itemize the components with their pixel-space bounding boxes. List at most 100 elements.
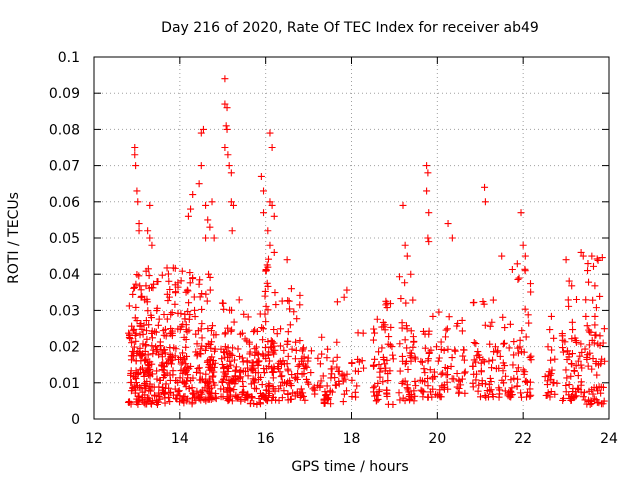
data-point (348, 393, 356, 401)
data-point (444, 220, 452, 228)
data-point (351, 367, 359, 375)
data-point (443, 364, 451, 372)
data-point (266, 198, 274, 206)
data-point (258, 324, 266, 332)
data-point (226, 357, 234, 365)
data-point (192, 396, 200, 404)
data-point (206, 286, 214, 294)
data-point (491, 343, 499, 351)
data-point (506, 320, 514, 328)
data-point (401, 377, 409, 385)
data-point (286, 305, 294, 313)
data-point (225, 162, 233, 170)
data-point (187, 205, 195, 213)
data-point (259, 325, 267, 333)
data-point (458, 327, 466, 335)
data-point (136, 282, 144, 290)
data-point (594, 387, 602, 395)
data-point (520, 370, 528, 378)
data-point (269, 374, 277, 382)
data-point (262, 386, 270, 394)
data-point (220, 305, 228, 313)
data-point (581, 345, 589, 353)
data-point (577, 361, 585, 369)
data-point (486, 340, 494, 348)
data-point (228, 227, 236, 235)
data-point (266, 241, 274, 249)
data-point (176, 398, 184, 406)
data-point (143, 335, 151, 343)
data-point (293, 315, 301, 323)
data-point (412, 382, 420, 390)
data-point (429, 312, 437, 320)
data-point (383, 356, 391, 364)
data-point (283, 256, 291, 264)
data-point (559, 348, 567, 356)
data-point (245, 340, 253, 348)
data-point (144, 307, 152, 315)
data-point (223, 373, 231, 381)
data-point (244, 364, 252, 372)
data-point (198, 320, 206, 328)
data-point (550, 334, 558, 342)
data-point (519, 241, 527, 249)
data-point (424, 234, 432, 242)
data-point (442, 333, 450, 341)
data-point (317, 377, 325, 385)
data-point (227, 198, 235, 206)
data-point (146, 380, 154, 388)
y-tick-label: 0 (71, 412, 80, 428)
data-point (420, 388, 428, 396)
data-point (472, 376, 480, 384)
data-point (135, 272, 143, 280)
data-point (513, 368, 521, 376)
data-point (327, 400, 335, 408)
data-point (513, 382, 521, 390)
data-point (396, 396, 404, 404)
data-point (396, 340, 404, 348)
data-point (404, 366, 412, 374)
data-point (284, 352, 292, 360)
data-point (182, 360, 190, 368)
data-point (448, 354, 456, 362)
data-point (196, 293, 204, 301)
data-point (179, 369, 187, 377)
data-point (448, 234, 456, 242)
data-point (584, 267, 592, 275)
data-point (296, 291, 304, 299)
data-point (307, 347, 315, 355)
data-point (518, 393, 526, 401)
data-point (165, 277, 173, 285)
data-point (265, 357, 273, 365)
data-point (172, 289, 180, 297)
data-point (192, 368, 200, 376)
data-point (172, 377, 180, 385)
data-point (134, 370, 142, 378)
data-point (410, 387, 418, 395)
data-point (271, 289, 279, 297)
data-point (316, 360, 324, 368)
data-point (203, 358, 211, 366)
data-point (280, 346, 288, 354)
data-point (290, 308, 298, 316)
data-point (163, 369, 171, 377)
data-point (182, 336, 190, 344)
data-point (589, 296, 597, 304)
data-point (206, 223, 214, 231)
data-point (498, 252, 506, 260)
data-point (168, 309, 176, 317)
data-point (401, 336, 409, 344)
data-point (293, 376, 301, 384)
data-point (388, 343, 396, 351)
data-point (301, 396, 309, 404)
data-point (387, 323, 395, 331)
data-point (163, 315, 171, 323)
data-point (201, 346, 209, 354)
data-point (238, 329, 246, 337)
data-point (206, 273, 214, 281)
data-point (199, 125, 207, 133)
data-point (398, 324, 406, 332)
data-point (253, 400, 261, 408)
data-point (294, 362, 302, 370)
data-point (485, 357, 493, 365)
